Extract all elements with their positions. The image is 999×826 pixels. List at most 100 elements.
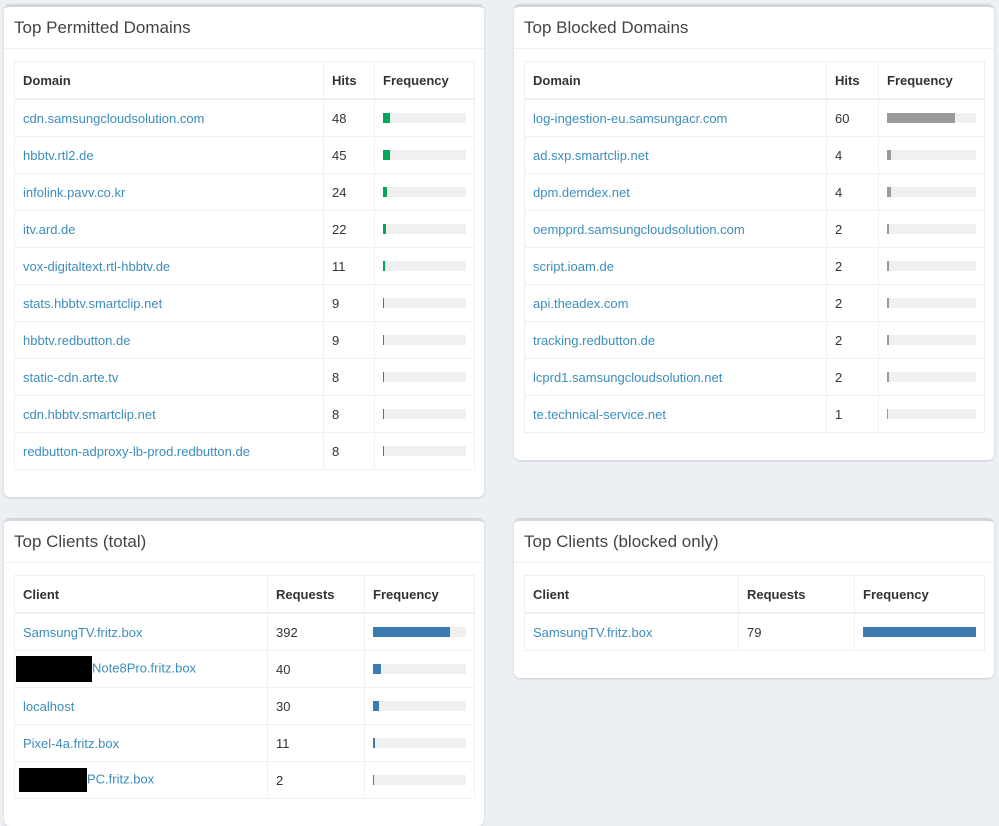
- domain-link[interactable]: lcprd1.samsungcloudsolution.net: [533, 369, 723, 385]
- client-link[interactable]: PC.fritz.box: [87, 771, 155, 787]
- name-cell: lcprd1.samsungcloudsolution.net: [524, 358, 827, 396]
- client-link[interactable]: localhost: [23, 698, 75, 714]
- table-row: localhost 30: [14, 687, 475, 725]
- column-header-domain[interactable]: Domain: [524, 61, 827, 100]
- column-header-domain[interactable]: Domain: [14, 61, 324, 100]
- table-row: tracking.redbutton.de 2: [524, 321, 985, 359]
- frequency-bar: [887, 113, 976, 123]
- domain-link[interactable]: static-cdn.arte.tv: [23, 369, 119, 385]
- client-link[interactable]: Note8Pro.fritz.box: [92, 660, 197, 676]
- domain-link[interactable]: ad.sxp.smartclip.net: [533, 147, 649, 163]
- hits-cell: 9: [323, 321, 375, 359]
- domain-link[interactable]: itv.ard.de: [23, 221, 76, 237]
- frequency-cell: [854, 612, 985, 651]
- name-cell: stats.hbbtv.smartclip.net: [14, 284, 324, 322]
- domain-link[interactable]: script.ioam.de: [533, 258, 614, 274]
- table-row: api.theadex.com 2: [524, 284, 985, 322]
- column-header-hits[interactable]: Hits: [323, 61, 375, 100]
- frequency-bar-fill: [887, 372, 890, 382]
- blocked-domains-panel: Top Blocked Domains Domain Hits Frequenc…: [514, 4, 994, 460]
- column-header-requests[interactable]: Requests: [738, 575, 855, 614]
- frequency-bar-fill: [383, 409, 385, 419]
- name-cell: oempprd.samsungcloudsolution.com: [524, 210, 827, 248]
- frequency-cell: [374, 321, 475, 359]
- hits-cell: 2: [826, 210, 879, 248]
- domain-link[interactable]: infolink.pavv.co.kr: [23, 184, 126, 200]
- domain-link[interactable]: hbbtv.redbutton.de: [23, 332, 131, 348]
- domain-link[interactable]: hbbtv.rtl2.de: [23, 147, 94, 163]
- frequency-cell: [364, 650, 475, 688]
- hits-cell: 24: [323, 173, 375, 211]
- column-header-frequency[interactable]: Frequency: [854, 575, 985, 614]
- column-header-requests[interactable]: Requests: [267, 575, 365, 614]
- frequency-bar-fill: [383, 261, 385, 271]
- column-header-hits[interactable]: Hits: [826, 61, 879, 100]
- hits-cell: 1: [826, 395, 879, 433]
- domain-link[interactable]: te.technical-service.net: [533, 406, 666, 422]
- frequency-bar: [887, 187, 976, 197]
- client-link[interactable]: Pixel-4a.fritz.box: [23, 735, 120, 751]
- domain-link[interactable]: vox-digitaltext.rtl-hbbtv.de: [23, 258, 171, 274]
- frequency-bar-fill: [887, 113, 955, 123]
- table-row: hbbtv.rtl2.de 45: [14, 136, 475, 174]
- requests-cell: 11: [267, 724, 365, 762]
- hits-cell: 22: [323, 210, 375, 248]
- hits-cell: 2: [826, 247, 879, 285]
- frequency-bar: [887, 298, 976, 308]
- domain-link[interactable]: log-ingestion-eu.samsungacr.com: [533, 110, 728, 126]
- domain-link[interactable]: cdn.samsungcloudsolution.com: [23, 110, 205, 126]
- column-header-frequency[interactable]: Frequency: [374, 61, 475, 100]
- frequency-bar-fill: [887, 150, 892, 160]
- frequency-cell: [374, 173, 475, 211]
- frequency-cell: [878, 395, 985, 433]
- top-clients-total-table: Client Requests Frequency SamsungTV.frit…: [14, 575, 475, 799]
- column-header-frequency[interactable]: Frequency: [364, 575, 475, 614]
- table-row: vox-digitaltext.rtl-hbbtv.de 11: [14, 247, 475, 285]
- column-header-client[interactable]: Client: [14, 575, 268, 614]
- frequency-cell: [374, 395, 475, 433]
- domain-link[interactable]: api.theadex.com: [533, 295, 629, 311]
- domain-link[interactable]: stats.hbbtv.smartclip.net: [23, 295, 163, 311]
- frequency-cell: [878, 321, 985, 359]
- name-cell: ad.sxp.smartclip.net: [524, 136, 827, 174]
- frequency-cell: [878, 247, 985, 285]
- table-row: lcprd1.samsungcloudsolution.net 2: [524, 358, 985, 396]
- domain-link[interactable]: oempprd.samsungcloudsolution.com: [533, 221, 745, 237]
- table-row: PC.fritz.box 2: [14, 761, 475, 799]
- domain-link[interactable]: tracking.redbutton.de: [533, 332, 656, 348]
- frequency-bar: [373, 738, 466, 748]
- name-cell: tracking.redbutton.de: [524, 321, 827, 359]
- frequency-bar: [863, 627, 976, 637]
- frequency-bar: [383, 335, 466, 345]
- client-link[interactable]: SamsungTV.fritz.box: [533, 624, 653, 640]
- frequency-bar-fill: [383, 150, 390, 160]
- frequency-bar-fill: [887, 187, 892, 197]
- domain-link[interactable]: cdn.hbbtv.smartclip.net: [23, 406, 156, 422]
- column-header-client[interactable]: Client: [524, 575, 739, 614]
- requests-cell: 40: [267, 650, 365, 688]
- table-row: itv.ard.de 22: [14, 210, 475, 248]
- table-row: static-cdn.arte.tv 8: [14, 358, 475, 396]
- frequency-cell: [878, 358, 985, 396]
- table-row: dpm.demdex.net 4: [524, 173, 985, 211]
- domain-link[interactable]: redbutton-adproxy-lb-prod.redbutton.de: [23, 443, 250, 459]
- frequency-bar: [383, 409, 466, 419]
- frequency-bar-fill: [373, 775, 375, 785]
- hits-cell: 2: [826, 284, 879, 322]
- name-cell: vox-digitaltext.rtl-hbbtv.de: [14, 247, 324, 285]
- frequency-cell: [878, 98, 985, 137]
- frequency-bar-fill: [887, 224, 890, 234]
- hits-cell: 60: [826, 98, 879, 137]
- table-row: te.technical-service.net 1: [524, 395, 985, 433]
- frequency-cell: [878, 136, 985, 174]
- client-link[interactable]: SamsungTV.fritz.box: [23, 624, 143, 640]
- hits-cell: 11: [323, 247, 375, 285]
- frequency-bar-fill: [373, 627, 451, 637]
- frequency-cell: [878, 284, 985, 322]
- frequency-cell: [374, 210, 475, 248]
- domain-link[interactable]: dpm.demdex.net: [533, 184, 630, 200]
- column-header-frequency[interactable]: Frequency: [878, 61, 985, 100]
- panel-title: Top Permitted Domains: [4, 7, 484, 49]
- requests-cell: 79: [738, 612, 855, 651]
- frequency-bar: [383, 372, 466, 382]
